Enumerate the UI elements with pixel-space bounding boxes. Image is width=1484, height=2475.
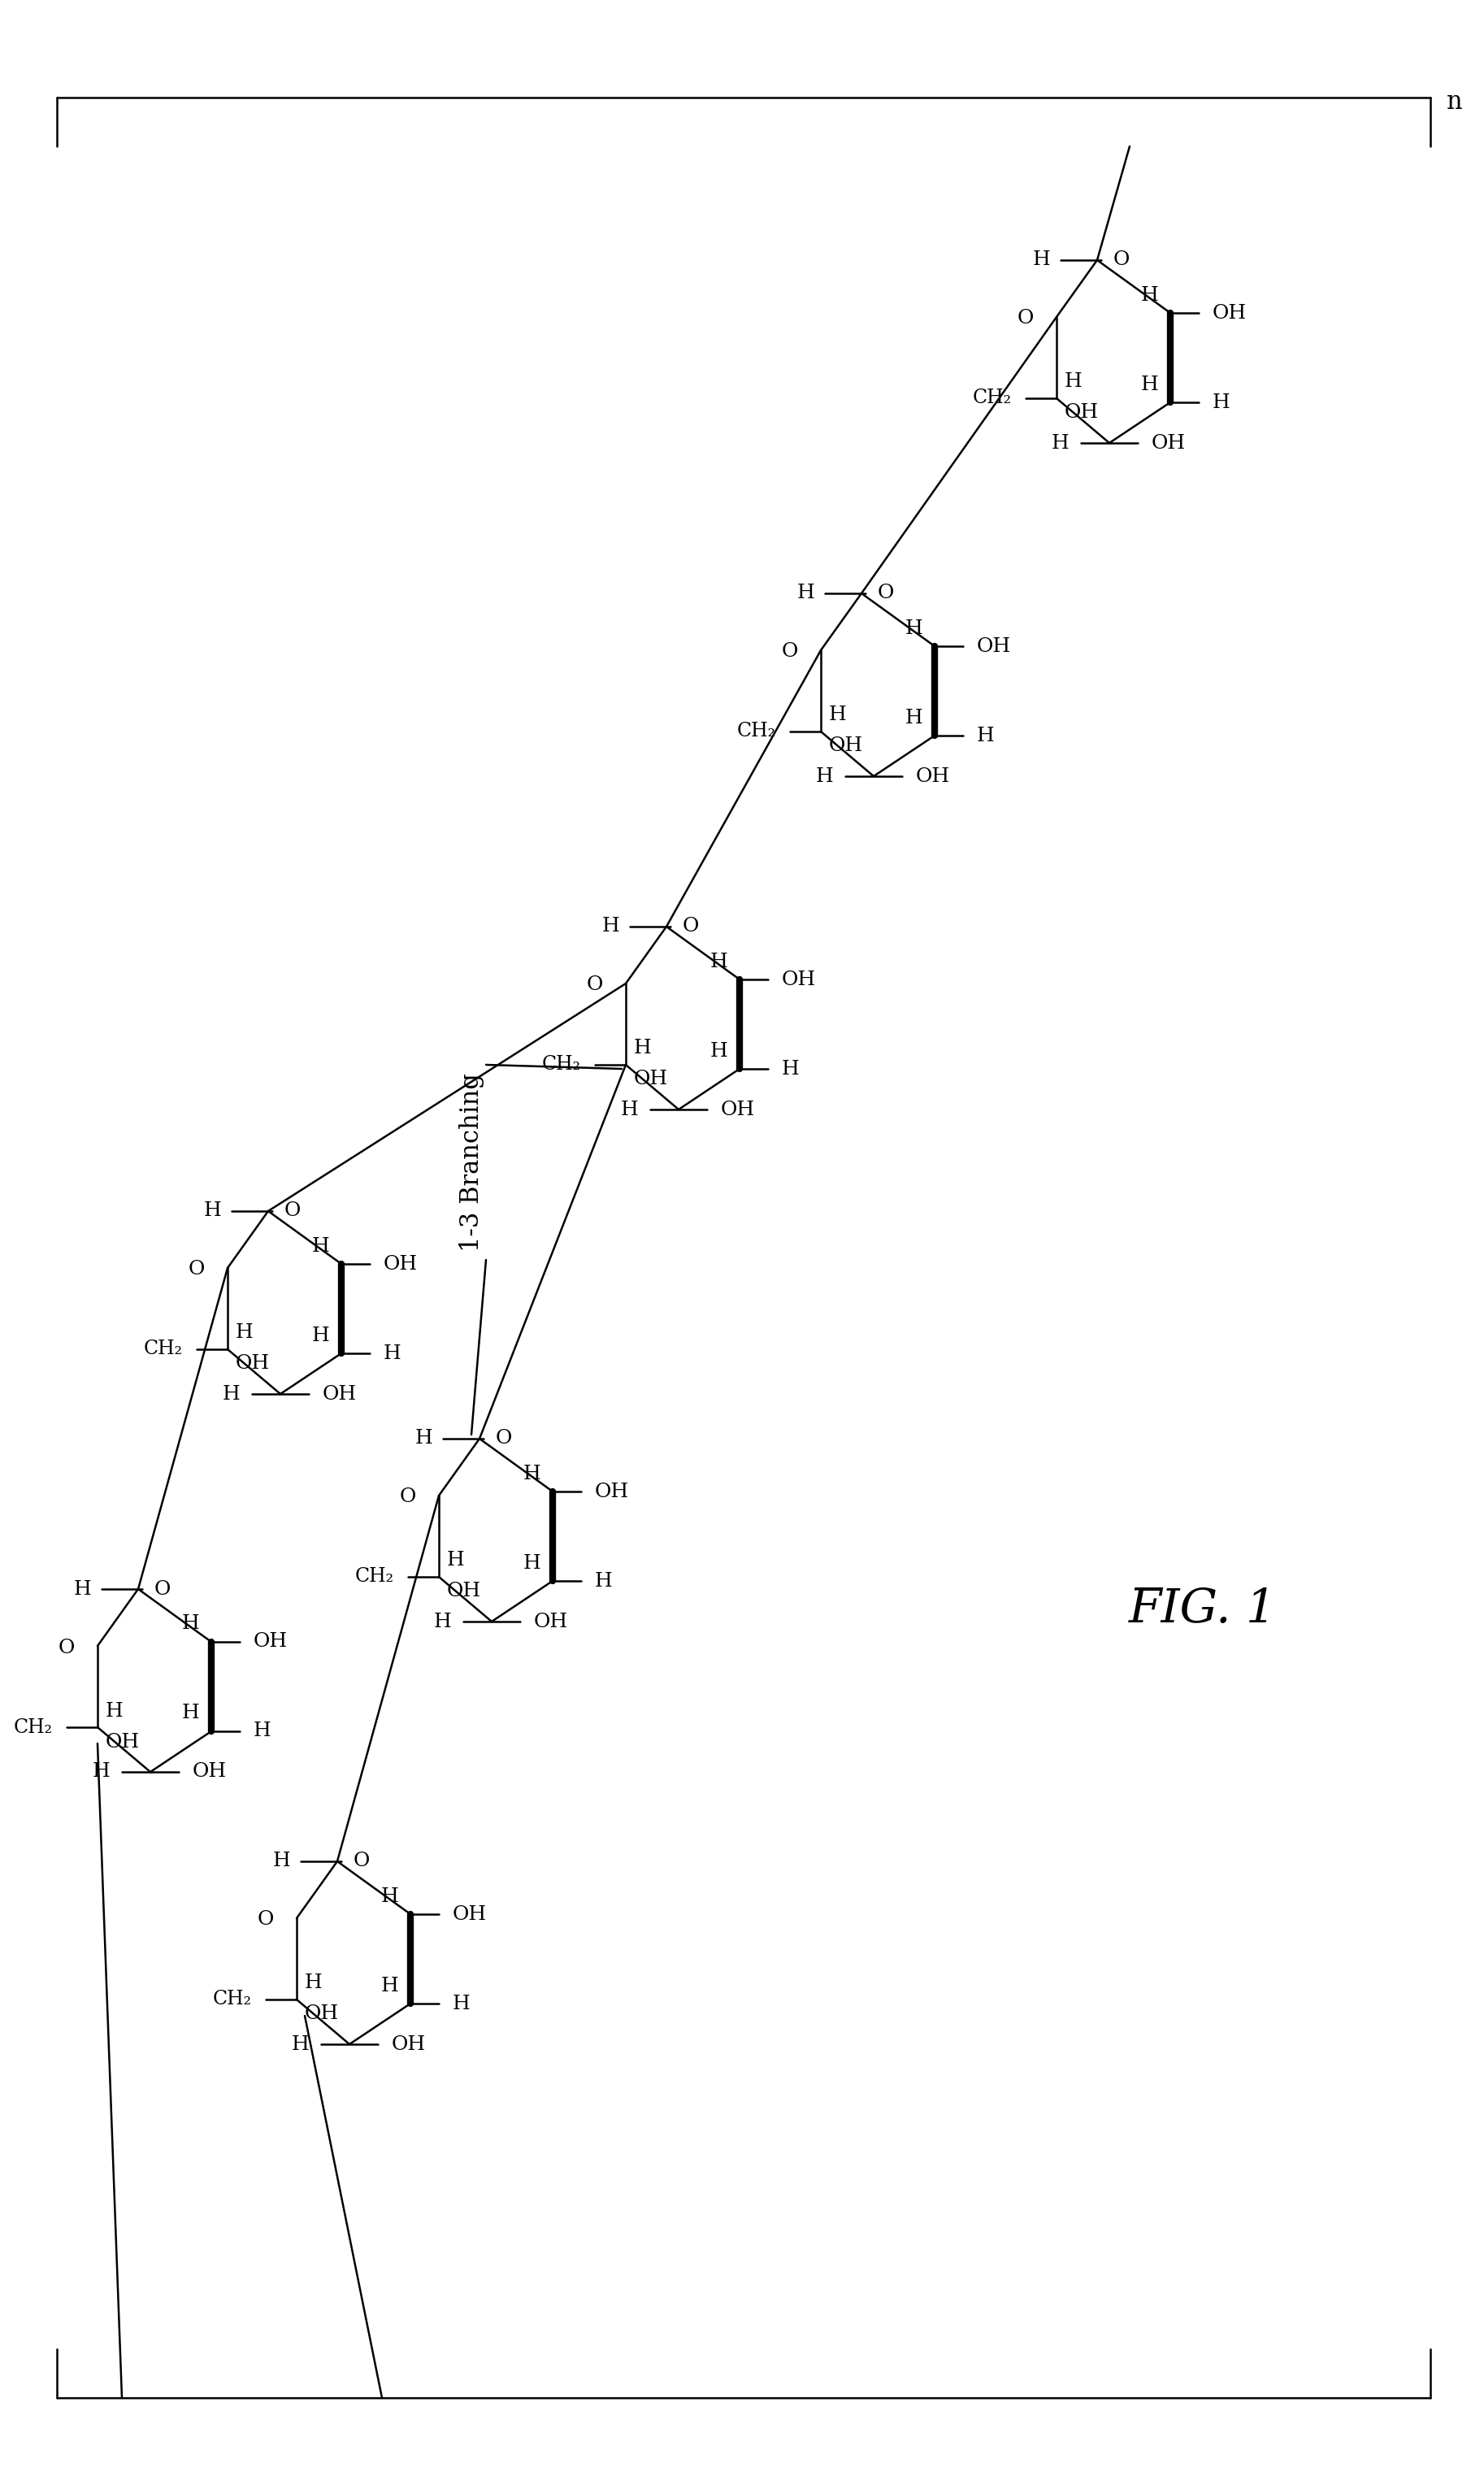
- Text: O: O: [154, 1579, 171, 1599]
- Text: H: H: [815, 767, 833, 785]
- Text: O: O: [353, 1851, 370, 1871]
- Text: H: H: [1140, 285, 1158, 304]
- Text: OH: OH: [254, 1634, 288, 1651]
- Text: O: O: [586, 975, 603, 995]
- Text: O: O: [782, 644, 798, 661]
- Text: H: H: [797, 584, 815, 604]
- Text: H: H: [380, 1978, 398, 1995]
- Text: O: O: [399, 1487, 416, 1507]
- Text: H: H: [414, 1431, 432, 1448]
- Text: H: H: [709, 1042, 727, 1059]
- Text: H: H: [73, 1579, 91, 1599]
- Text: H: H: [1033, 250, 1051, 270]
- Text: H: H: [522, 1465, 540, 1483]
- Text: H: H: [273, 1851, 291, 1871]
- Text: CH₂: CH₂: [144, 1339, 183, 1359]
- Text: O: O: [1113, 250, 1129, 270]
- Text: H: H: [709, 953, 727, 970]
- Text: OH: OH: [453, 1906, 487, 1923]
- Text: H: H: [1051, 433, 1068, 453]
- Text: OH: OH: [1212, 304, 1247, 322]
- Text: H: H: [601, 918, 619, 936]
- Text: OH: OH: [447, 1582, 481, 1601]
- Text: H: H: [236, 1324, 254, 1341]
- Text: H: H: [453, 1995, 470, 2012]
- Text: OH: OH: [193, 1762, 227, 1782]
- Text: OH: OH: [236, 1354, 270, 1374]
- Text: CH₂: CH₂: [972, 389, 1012, 408]
- Text: OH: OH: [976, 636, 1011, 656]
- Text: O: O: [58, 1638, 74, 1656]
- Text: H: H: [380, 1886, 398, 1906]
- Text: H: H: [1064, 374, 1082, 391]
- Text: H: H: [254, 1723, 272, 1740]
- Text: H: H: [830, 705, 847, 725]
- Text: O: O: [877, 584, 895, 604]
- Text: CH₂: CH₂: [212, 1990, 252, 2010]
- Text: H: H: [433, 1611, 451, 1631]
- Text: OH: OH: [322, 1384, 356, 1403]
- Text: OH: OH: [383, 1255, 418, 1272]
- Text: OH: OH: [595, 1483, 629, 1500]
- Text: FIG. 1: FIG. 1: [1129, 1586, 1276, 1634]
- Text: OH: OH: [392, 2034, 426, 2054]
- Text: H: H: [223, 1384, 240, 1403]
- Text: OH: OH: [634, 1069, 668, 1089]
- Text: H: H: [312, 1327, 329, 1344]
- Text: CH₂: CH₂: [542, 1054, 582, 1074]
- Text: H: H: [181, 1705, 199, 1723]
- Text: H: H: [782, 1059, 800, 1079]
- Text: H: H: [312, 1238, 329, 1255]
- Text: 1-3 Branching: 1-3 Branching: [459, 1074, 484, 1252]
- Text: O: O: [257, 1911, 275, 1928]
- Text: n: n: [1447, 89, 1463, 114]
- Text: OH: OH: [1064, 403, 1098, 423]
- Text: H: H: [905, 708, 923, 728]
- Text: OH: OH: [782, 970, 816, 990]
- Text: O: O: [496, 1431, 512, 1448]
- Text: H: H: [522, 1554, 540, 1572]
- Text: H: H: [383, 1344, 401, 1364]
- Text: OH: OH: [304, 2005, 338, 2025]
- Text: OH: OH: [105, 1732, 139, 1752]
- Text: CH₂: CH₂: [13, 1718, 53, 1737]
- Text: H: H: [203, 1203, 221, 1220]
- Text: H: H: [976, 725, 994, 745]
- Text: H: H: [634, 1040, 651, 1057]
- Text: O: O: [683, 918, 699, 936]
- Text: H: H: [905, 619, 923, 639]
- Text: OH: OH: [721, 1099, 755, 1119]
- Text: H: H: [447, 1552, 464, 1569]
- Text: H: H: [595, 1572, 613, 1591]
- Text: OH: OH: [1152, 433, 1186, 453]
- Text: H: H: [291, 2034, 309, 2054]
- Text: H: H: [105, 1703, 123, 1720]
- Text: H: H: [92, 1762, 110, 1782]
- Text: OH: OH: [916, 767, 950, 785]
- Text: H: H: [181, 1614, 199, 1634]
- Text: O: O: [188, 1260, 205, 1280]
- Text: CH₂: CH₂: [738, 723, 776, 740]
- Text: OH: OH: [830, 738, 864, 755]
- Text: H: H: [620, 1099, 638, 1119]
- Text: H: H: [1140, 376, 1158, 394]
- Text: H: H: [304, 1975, 322, 1992]
- Text: CH₂: CH₂: [355, 1567, 395, 1586]
- Text: H: H: [1212, 394, 1230, 411]
- Text: O: O: [285, 1203, 301, 1220]
- Text: O: O: [1017, 309, 1034, 329]
- Text: OH: OH: [534, 1611, 568, 1631]
